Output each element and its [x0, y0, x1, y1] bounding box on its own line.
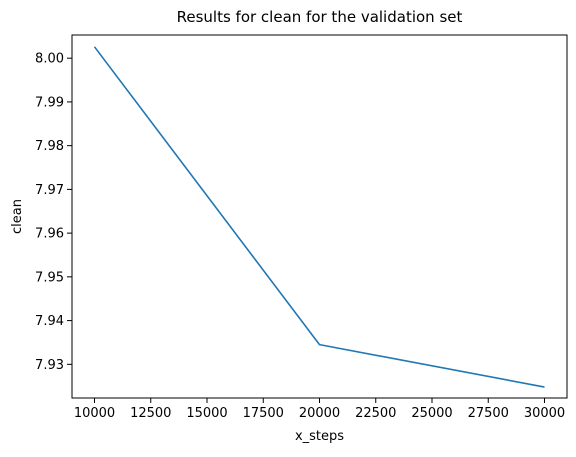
y-tick-label: 7.94: [35, 314, 64, 329]
x-axis-ticks: 10000 12500 15000 17500 20000 22500 25000 27500…: [74, 398, 565, 421]
x-tick-label: 30000: [524, 406, 565, 421]
y-axis-label: clean: [10, 199, 25, 234]
series-line: [93, 46, 545, 388]
y-tick-label: 7.96: [35, 227, 64, 242]
x-tick-label: 20000: [299, 406, 340, 421]
x-tick-label: 17500: [243, 406, 284, 421]
x-tick-label: 10000: [74, 406, 115, 421]
chart-title: Results for clean for the validation set: [177, 8, 463, 26]
y-tick-label: 7.95: [35, 270, 64, 285]
y-tick-label: 7.99: [35, 95, 64, 110]
y-tick-label: 7.97: [35, 183, 64, 198]
y-tick-label: 8.00: [35, 52, 64, 67]
x-tick-label: 15000: [186, 406, 227, 421]
y-axis-ticks: 7.93 7.94 7.95 7.96 7.97 7.98 7.99 8.00: [35, 52, 72, 373]
y-tick-label: 7.98: [35, 139, 64, 154]
x-axis-label: x_steps: [295, 429, 344, 444]
x-tick-label: 12500: [130, 406, 171, 421]
x-tick-label: 22500: [355, 406, 396, 421]
x-tick-label: 27500: [468, 406, 509, 421]
x-tick-label: 25000: [411, 406, 452, 421]
y-tick-label: 7.93: [35, 358, 64, 373]
series-layer: [93, 46, 545, 388]
